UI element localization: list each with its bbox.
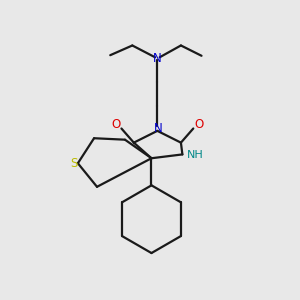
Text: N: N bbox=[153, 52, 162, 65]
Text: NH: NH bbox=[186, 150, 203, 160]
Text: N: N bbox=[154, 122, 162, 135]
Text: O: O bbox=[194, 118, 204, 130]
Text: O: O bbox=[111, 118, 120, 130]
Text: S: S bbox=[70, 157, 77, 170]
